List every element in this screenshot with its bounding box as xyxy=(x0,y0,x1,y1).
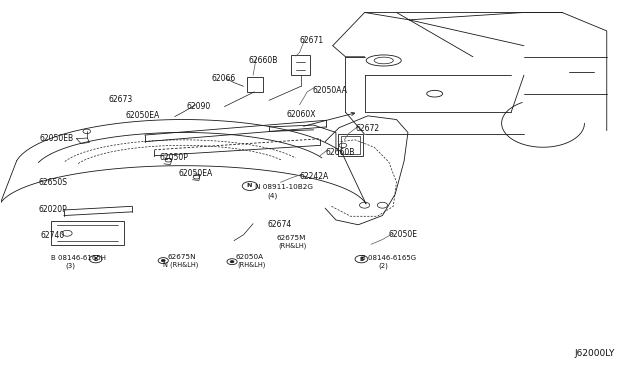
Text: (4): (4) xyxy=(268,193,278,199)
Text: 62242A: 62242A xyxy=(300,172,329,181)
Text: 62020P: 62020P xyxy=(38,205,67,215)
Text: B 08146-6165G: B 08146-6165G xyxy=(362,255,417,261)
Circle shape xyxy=(161,260,165,262)
Text: (3): (3) xyxy=(65,262,75,269)
Text: 62671: 62671 xyxy=(300,36,324,45)
Bar xyxy=(246,77,262,92)
Text: 62675M: 62675M xyxy=(276,235,306,241)
Text: N (RH&LH): N (RH&LH) xyxy=(163,261,198,267)
Text: 62050E: 62050E xyxy=(389,230,418,239)
Text: N 08911-10B2G: N 08911-10B2G xyxy=(255,184,313,190)
Text: (RH&LH): (RH&LH) xyxy=(278,243,307,249)
Text: 62673: 62673 xyxy=(108,95,132,104)
Bar xyxy=(338,134,364,156)
Bar xyxy=(51,221,124,245)
Text: 62650S: 62650S xyxy=(38,178,67,187)
Text: 62672: 62672 xyxy=(355,124,379,133)
Bar xyxy=(341,136,360,154)
Circle shape xyxy=(230,260,234,263)
Text: 62050EB: 62050EB xyxy=(40,134,74,142)
Text: 62050AA: 62050AA xyxy=(312,86,348,94)
Text: 62740: 62740 xyxy=(41,231,65,240)
Text: J62000LY: J62000LY xyxy=(575,350,615,359)
Text: B: B xyxy=(359,257,364,262)
Text: 62660B: 62660B xyxy=(248,56,278,65)
Text: 62660B: 62660B xyxy=(325,148,355,157)
Text: 62675N: 62675N xyxy=(167,254,196,260)
Text: 62050P: 62050P xyxy=(159,153,188,162)
Text: N: N xyxy=(246,183,252,188)
Text: 62090: 62090 xyxy=(186,102,211,111)
Text: 62050EA: 62050EA xyxy=(179,169,212,177)
Text: B 08146-6165H: B 08146-6165H xyxy=(51,255,106,261)
Text: 62050A: 62050A xyxy=(236,254,264,260)
Text: B: B xyxy=(93,257,98,262)
Text: 62674: 62674 xyxy=(268,220,292,229)
Text: (2): (2) xyxy=(379,262,388,269)
Text: (RH&LH): (RH&LH) xyxy=(237,261,266,267)
Text: 62066: 62066 xyxy=(212,74,236,83)
Bar xyxy=(291,55,310,75)
Text: 62060X: 62060X xyxy=(287,109,316,119)
Text: 62050EA: 62050EA xyxy=(125,111,160,121)
